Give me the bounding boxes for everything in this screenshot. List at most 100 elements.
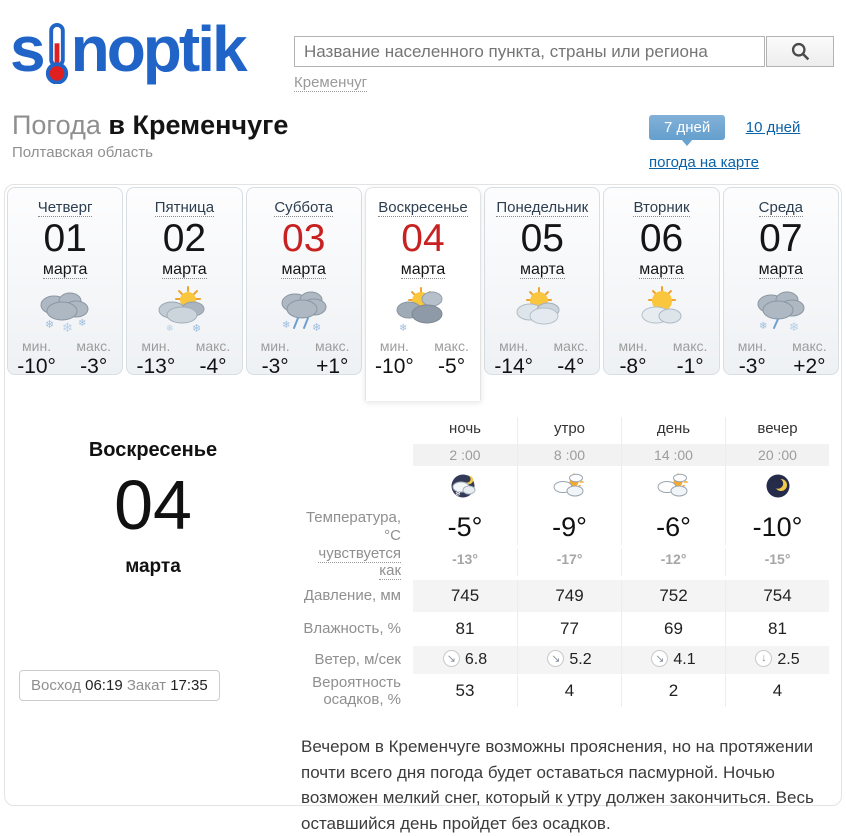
temperature-value: -5° <box>447 512 483 542</box>
daypart-night: ночь <box>449 420 481 437</box>
min-label: мин. <box>22 337 52 354</box>
feels-like-value: -17° <box>517 548 621 576</box>
min-temp: -13° <box>136 354 176 378</box>
wind-label: Ветер, м/сек <box>314 650 401 668</box>
day-card-monday[interactable]: Понедельник 05 марта мин. макс. -14° -4° <box>484 187 601 378</box>
precipitation-row: Вероятность осадков, % 53 4 2 4 <box>301 674 829 709</box>
pressure-value: 745 <box>413 579 517 612</box>
precipitation-value: 53 <box>455 680 475 700</box>
icon-row: ❄ <box>301 466 829 508</box>
feels-like-label: чувствуется как <box>318 545 401 581</box>
min-temp: -3° <box>738 354 766 378</box>
humidity-value: 81 <box>725 611 829 646</box>
max-temp: -3° <box>80 354 108 378</box>
min-temp: -14° <box>494 354 534 378</box>
feels-like-row: чувствуется как -13° -17° -12° -15° <box>301 545 829 581</box>
moon-icon <box>725 466 829 508</box>
current-city-link[interactable]: Кременчуг <box>294 74 368 92</box>
wind-direction-icon: ↓ <box>755 649 773 667</box>
day-month: марта <box>639 260 684 279</box>
max-temp: -5° <box>438 354 466 378</box>
forecast-panel: Четверг 01 марта ❄ ❄ ❄ мин. макс. -10° -3°… <box>4 184 842 833</box>
pressure-label: Давление, мм <box>303 586 401 604</box>
max-label: макс. <box>672 337 708 354</box>
day-date: 06 <box>639 217 684 260</box>
time-cell: 14 :00 <box>621 444 725 466</box>
max-temp: +1° <box>316 354 349 378</box>
thermometer-icon <box>45 22 68 84</box>
svg-text:❄: ❄ <box>455 490 461 498</box>
day-cards-strip: Четверг 01 марта ❄ ❄ ❄ мин. макс. -10° -3°… <box>5 185 841 401</box>
precipitation-value: 2 <box>621 674 725 707</box>
snow-sleet-cloud-icon: ❄ ❄ <box>724 286 838 336</box>
svg-text:❄: ❄ <box>78 318 86 329</box>
day-month: марта <box>400 260 446 279</box>
daypart-header-row: ночь утро день вечер <box>301 417 829 444</box>
max-temp: +2° <box>793 354 826 378</box>
sunrise-label: Восход <box>31 677 81 694</box>
pressure-value: 752 <box>621 579 725 612</box>
day-card-wednesday[interactable]: Среда 07 марта ❄ ❄ мин. макс. -3° +2° <box>722 187 839 378</box>
search-input[interactable] <box>294 36 765 67</box>
min-temp: -8° <box>619 354 647 378</box>
svg-text:❄: ❄ <box>166 323 174 333</box>
sun-cloud-icon <box>604 285 718 336</box>
weather-map-link[interactable]: погода на карте <box>649 154 759 171</box>
max-label: макс. <box>553 337 589 354</box>
logo-text-left: s <box>10 13 46 85</box>
time-cell: 8 :00 <box>517 444 621 466</box>
day-date: 02 <box>162 217 207 260</box>
wind-value: ↘ 6.8 <box>413 645 517 674</box>
search-button[interactable] <box>766 36 834 67</box>
min-label: мин. <box>499 337 529 354</box>
feels-like-value: -15° <box>725 548 829 576</box>
day-name: Четверг <box>37 199 93 217</box>
sinoptik-logo[interactable]: s noptik <box>10 6 248 92</box>
day-card-friday[interactable]: Пятница 02 марта ❄ ❄ мин. макс. - <box>126 187 243 378</box>
svg-text:❄: ❄ <box>192 323 201 334</box>
day-card-thursday[interactable]: Четверг 01 марта ❄ ❄ ❄ мин. макс. -10° -3° <box>7 187 124 378</box>
day-card-sunday-selected[interactable]: Воскресенье 04 марта ❄ мин. макс. -10° -5° <box>364 187 482 401</box>
selected-day-summary: Воскресенье 04 марта Восход 06:19 Закат … <box>5 417 301 707</box>
tab-7-days[interactable]: 7 дней <box>649 115 726 146</box>
site-header: s noptik Кременчуг <box>0 0 846 92</box>
max-temp: -4° <box>199 354 227 378</box>
day-card-saturday[interactable]: Суббота 03 марта ❄ ❄ мин. макс. -3° +1° <box>245 187 362 378</box>
wind-value: ↘ 4.1 <box>621 645 725 674</box>
daypart-morning: утро <box>517 417 621 444</box>
day-card-tuesday[interactable]: Вторник 06 марта мин. макс. -8° -1° <box>603 187 720 378</box>
pressure-value: 749 <box>517 579 621 612</box>
precipitation-value: 4 <box>725 674 829 707</box>
feels-like-value: -13° <box>452 550 478 567</box>
wind-direction-icon: ↘ <box>651 649 669 667</box>
svg-text:❄: ❄ <box>45 319 54 331</box>
day-month: марта <box>162 260 207 279</box>
humidity-value: 81 <box>455 618 475 638</box>
sun-cloud-snow-icon: ❄ <box>366 286 480 336</box>
selected-day-name: Воскресенье <box>88 439 218 461</box>
svg-text:❄: ❄ <box>399 323 407 334</box>
day-name: Среда <box>758 199 803 217</box>
sunrise-time: 06:19 <box>85 677 123 694</box>
humidity-label: Влажность, % <box>303 619 401 637</box>
max-temp: -1° <box>676 354 704 378</box>
day-detail-section: Воскресенье 04 марта Восход 06:19 Закат … <box>5 401 841 708</box>
day-month: марта <box>520 260 565 279</box>
min-temp: -10° <box>17 354 56 378</box>
svg-text:❄: ❄ <box>789 320 799 334</box>
sun-cloud-icon <box>485 286 599 336</box>
max-label: макс. <box>792 337 827 354</box>
selected-day-date: 04 <box>114 466 192 544</box>
min-temp: -10° <box>375 354 414 378</box>
wind-value: ↘ 5.2 <box>517 645 621 674</box>
cloud-sun-icon <box>621 466 725 508</box>
day-name: Понедельник <box>496 199 589 217</box>
tab-10-days[interactable]: 10 дней <box>745 119 801 136</box>
feels-like-value: -12° <box>621 548 725 576</box>
sun-cloud-snow-icon: ❄ ❄ <box>127 285 241 336</box>
sunset-time: 17:35 <box>170 677 208 694</box>
min-temp: -3° <box>261 354 289 378</box>
precipitation-value: 4 <box>517 674 621 707</box>
daypart-evening: вечер <box>725 417 829 444</box>
max-label: макс. <box>195 337 231 354</box>
